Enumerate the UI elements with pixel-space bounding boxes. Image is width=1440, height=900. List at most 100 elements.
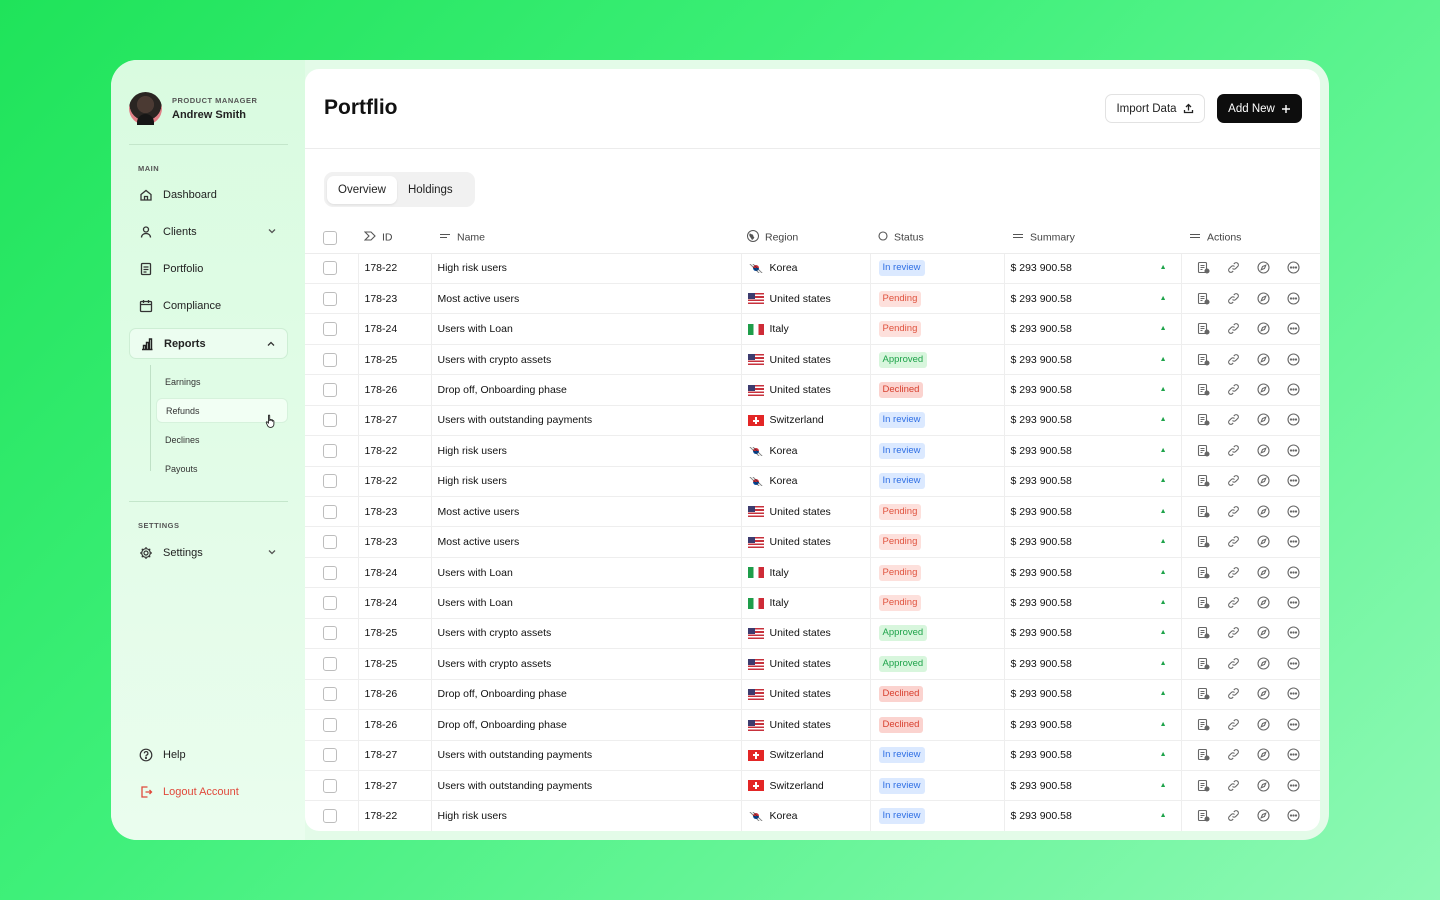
sidebar-subitem-declines[interactable]: Declines <box>165 434 200 445</box>
row-checkbox[interactable] <box>323 261 337 276</box>
report-icon[interactable] <box>1197 626 1211 640</box>
report-icon[interactable] <box>1197 353 1211 367</box>
report-icon[interactable] <box>1197 809 1211 823</box>
compass-icon[interactable] <box>1256 566 1271 580</box>
more-icon[interactable] <box>1286 718 1301 732</box>
table-row[interactable]: 178-24 Users with Loan Italy Pending $ 293 9… <box>305 313 1320 345</box>
sidebar-item-clients[interactable]: Clients <box>129 216 288 247</box>
link-icon[interactable] <box>1227 596 1241 610</box>
row-checkbox[interactable] <box>323 291 337 306</box>
report-icon[interactable] <box>1197 535 1211 549</box>
sidebar-subitem-earnings[interactable]: Earnings <box>165 376 201 387</box>
sidebar-subitem-refunds[interactable]: Refunds <box>156 398 288 423</box>
compass-icon[interactable] <box>1256 474 1271 488</box>
row-checkbox[interactable] <box>323 687 337 702</box>
more-icon[interactable] <box>1286 657 1301 671</box>
sidebar-item-compliance[interactable]: Compliance <box>129 290 288 321</box>
column-header-region[interactable]: Region <box>765 231 799 244</box>
table-row[interactable]: 178-25 Users with crypto assets United sta… <box>305 648 1320 680</box>
sidebar-item-reports[interactable]: Reports <box>129 328 288 359</box>
more-icon[interactable] <box>1286 261 1301 275</box>
more-icon[interactable] <box>1286 748 1301 762</box>
link-icon[interactable] <box>1227 505 1241 519</box>
report-icon[interactable] <box>1197 261 1211 275</box>
compass-icon[interactable] <box>1256 657 1271 671</box>
compass-icon[interactable] <box>1256 383 1271 397</box>
table-row[interactable]: 178-22 High risk users Korea In review $ 293… <box>305 435 1320 467</box>
report-icon[interactable] <box>1197 474 1211 488</box>
compass-icon[interactable] <box>1256 261 1271 275</box>
row-checkbox[interactable] <box>323 596 337 611</box>
table-row[interactable]: 178-26 Drop off, Onboarding phase United s… <box>305 679 1320 711</box>
report-icon[interactable] <box>1197 657 1211 671</box>
row-checkbox[interactable] <box>323 626 337 641</box>
row-checkbox[interactable] <box>323 322 337 337</box>
compass-icon[interactable] <box>1256 413 1271 427</box>
table-row[interactable]: 178-23 Most active users United states Pend… <box>305 283 1320 315</box>
compass-icon[interactable] <box>1256 687 1271 701</box>
sidebar-subitem-payouts[interactable]: Payouts <box>165 463 198 474</box>
link-icon[interactable] <box>1227 748 1241 762</box>
table-row[interactable]: 178-23 Most active users United states Pend… <box>305 526 1320 558</box>
row-checkbox[interactable] <box>323 382 337 397</box>
more-icon[interactable] <box>1286 322 1301 336</box>
table-row[interactable]: 178-25 Users with crypto assets United sta… <box>305 344 1320 376</box>
more-icon[interactable] <box>1286 626 1301 640</box>
link-icon[interactable] <box>1227 444 1241 458</box>
more-icon[interactable] <box>1286 596 1301 610</box>
sidebar-item-portfolio[interactable]: Portfolio <box>129 253 288 284</box>
link-icon[interactable] <box>1227 383 1241 397</box>
report-icon[interactable] <box>1197 505 1211 519</box>
report-icon[interactable] <box>1197 596 1211 610</box>
report-icon[interactable] <box>1197 413 1211 427</box>
row-checkbox[interactable] <box>323 778 337 793</box>
table-row[interactable]: 178-27 Users with outstanding payments Swi… <box>305 770 1320 802</box>
table-row[interactable]: 178-25 Users with crypto assets United sta… <box>305 618 1320 650</box>
more-icon[interactable] <box>1286 474 1301 488</box>
compass-icon[interactable] <box>1256 535 1271 549</box>
report-icon[interactable] <box>1197 322 1211 336</box>
more-icon[interactable] <box>1286 413 1301 427</box>
compass-icon[interactable] <box>1256 322 1271 336</box>
sidebar-item-help[interactable]: Help <box>129 739 288 770</box>
select-all-checkbox[interactable] <box>323 230 337 245</box>
link-icon[interactable] <box>1227 535 1241 549</box>
row-checkbox[interactable] <box>323 656 337 671</box>
more-icon[interactable] <box>1286 535 1301 549</box>
link-icon[interactable] <box>1227 474 1241 488</box>
link-icon[interactable] <box>1227 626 1241 640</box>
row-checkbox[interactable] <box>323 565 337 580</box>
table-row[interactable]: 178-23 Most active users United states Pend… <box>305 496 1320 528</box>
link-icon[interactable] <box>1227 657 1241 671</box>
link-icon[interactable] <box>1227 261 1241 275</box>
compass-icon[interactable] <box>1256 292 1271 306</box>
link-icon[interactable] <box>1227 566 1241 580</box>
import-data-button[interactable]: Import Data <box>1105 94 1205 123</box>
more-icon[interactable] <box>1286 383 1301 397</box>
link-icon[interactable] <box>1227 353 1241 367</box>
row-checkbox[interactable] <box>323 352 337 367</box>
column-header-name[interactable]: Name <box>457 231 486 244</box>
compass-icon[interactable] <box>1256 444 1271 458</box>
sidebar-item-dashboard[interactable]: Dashboard <box>129 179 288 210</box>
link-icon[interactable] <box>1227 413 1241 427</box>
compass-icon[interactable] <box>1256 809 1271 823</box>
table-row[interactable]: 178-27 Users with outstanding payments Swi… <box>305 405 1320 437</box>
compass-icon[interactable] <box>1256 748 1271 762</box>
sidebar-item-settings[interactable]: Settings <box>129 537 288 568</box>
compass-icon[interactable] <box>1256 779 1271 793</box>
table-row[interactable]: 178-24 Users with Loan Italy Pending $ 293 9… <box>305 587 1320 619</box>
tab-overview[interactable]: Overview <box>327 175 397 204</box>
row-checkbox[interactable] <box>323 717 337 732</box>
report-icon[interactable] <box>1197 748 1211 762</box>
column-header-id[interactable]: ID <box>382 231 393 244</box>
more-icon[interactable] <box>1286 779 1301 793</box>
table-row[interactable]: 178-22 High risk users Korea In review $ 293… <box>305 253 1320 284</box>
tab-holdings[interactable]: Holdings <box>407 183 453 196</box>
column-header-summary[interactable]: Summary <box>1030 231 1075 244</box>
row-checkbox[interactable] <box>323 504 337 519</box>
table-row[interactable]: 178-24 Users with Loan Italy Pending $ 293 9… <box>305 557 1320 589</box>
table-row[interactable]: 178-26 Drop off, Onboarding phase United s… <box>305 709 1320 741</box>
profile[interactable]: PRODUCT MANAGER Andrew Smith <box>129 92 257 125</box>
compass-icon[interactable] <box>1256 626 1271 640</box>
